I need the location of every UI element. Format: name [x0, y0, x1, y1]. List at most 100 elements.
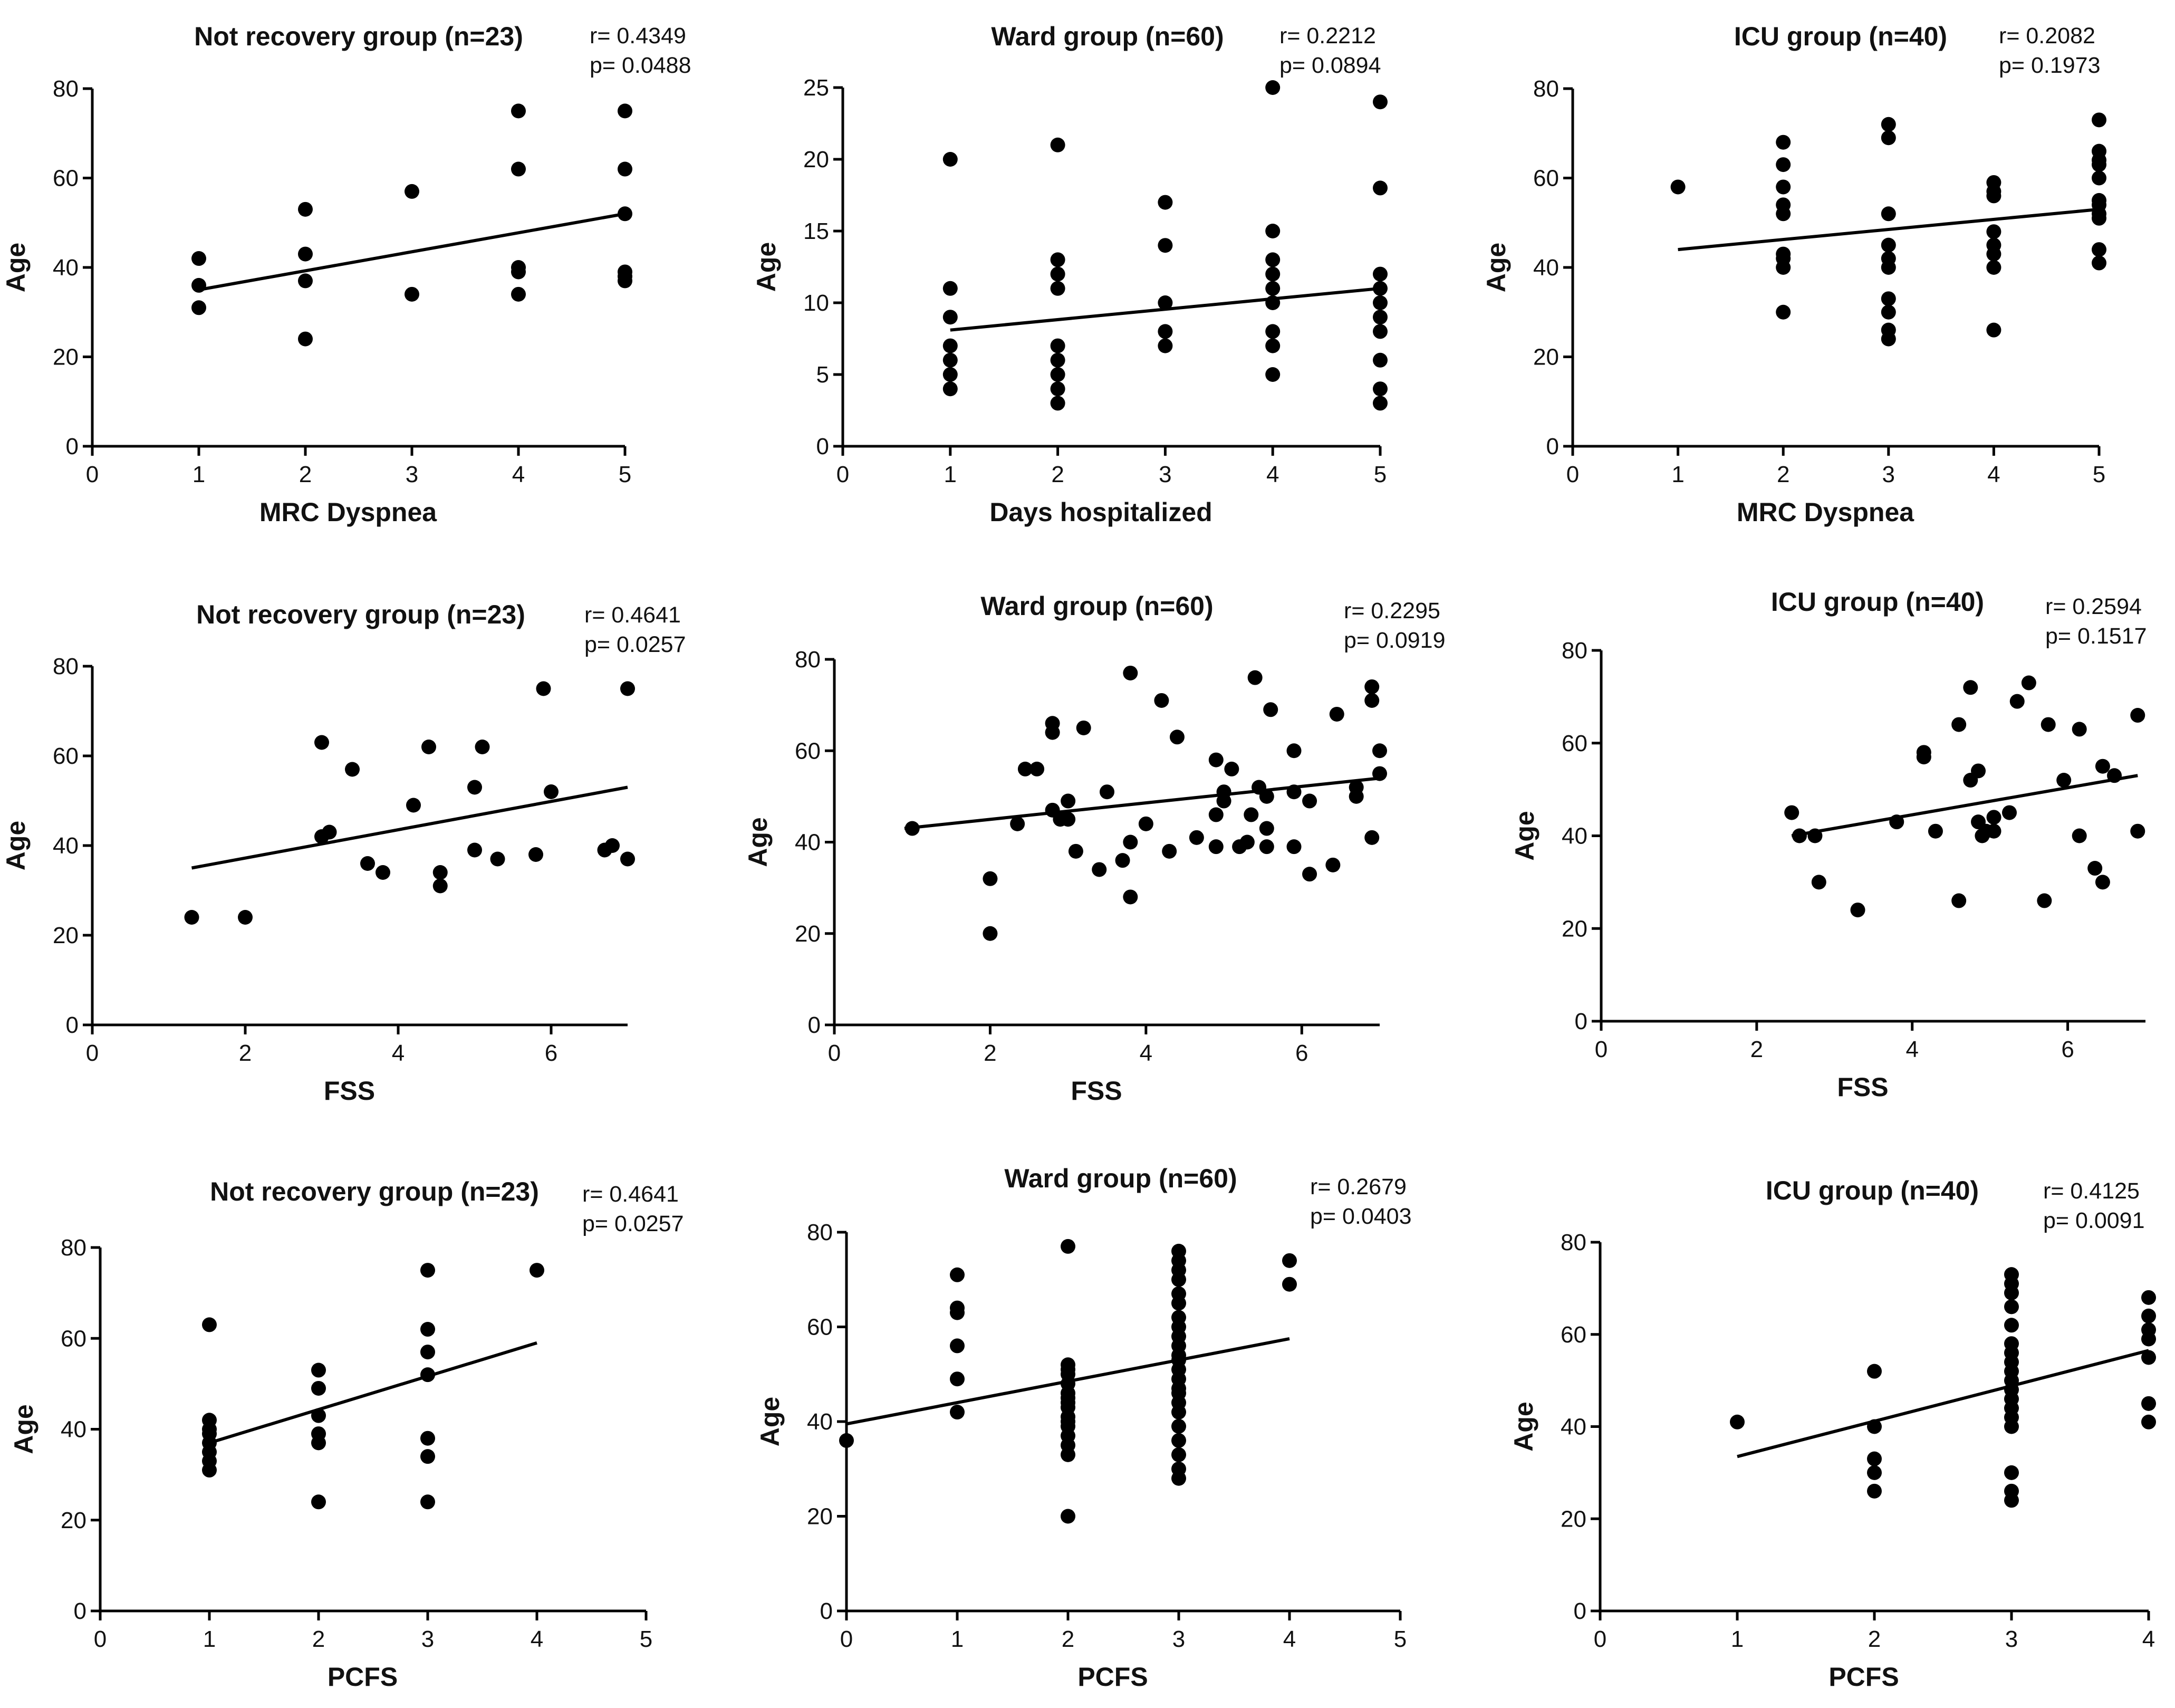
data-point — [1373, 281, 1388, 296]
y-tick-label: 0 — [1546, 434, 1559, 459]
data-point — [1050, 137, 1065, 152]
correlation-r: r= 0.2679 — [1310, 1174, 1407, 1200]
data-point — [1928, 823, 1943, 839]
data-point — [1158, 238, 1173, 253]
x-tick-label: 0 — [828, 1040, 841, 1066]
data-point — [511, 103, 526, 119]
y-tick-label: 80 — [1562, 638, 1587, 664]
correlation-r: r= 0.2212 — [1279, 23, 1376, 49]
data-point — [1115, 853, 1130, 868]
panel-title: Ward group (n=60) — [1004, 1164, 1237, 1193]
x-tick-label: 0 — [86, 462, 99, 487]
data-point — [1776, 157, 1791, 172]
x-tick-label: 1 — [1671, 462, 1684, 487]
data-point — [1963, 680, 1978, 695]
x-tick-label: 2 — [299, 462, 312, 487]
data-point — [1100, 784, 1114, 800]
data-point — [1867, 1419, 1882, 1434]
x-tick-label: 0 — [86, 1040, 99, 1066]
data-point — [1373, 180, 1388, 196]
y-tick-label: 0 — [66, 1012, 79, 1038]
x-tick-label: 2 — [1051, 462, 1064, 487]
y-tick-label: 40 — [53, 255, 79, 281]
data-point — [1373, 295, 1388, 310]
data-point — [360, 856, 375, 871]
data-point — [1259, 821, 1274, 836]
x-axis-label: PCFS — [1077, 1662, 1148, 1692]
y-tick-label: 60 — [795, 738, 821, 764]
data-point — [1068, 843, 1083, 859]
data-point — [904, 821, 920, 836]
y-tick-label: 80 — [53, 76, 79, 102]
data-point — [1986, 175, 2001, 190]
x-axis-label: FSS — [1071, 1076, 1122, 1106]
x-tick-label: 1 — [944, 462, 957, 487]
data-point — [2004, 1483, 2019, 1499]
panel-title: Not recovery group (n=23) — [210, 1177, 539, 1206]
y-tick-label: 25 — [803, 75, 829, 101]
data-point — [1730, 1414, 1745, 1429]
data-point — [1889, 814, 1904, 830]
data-point — [420, 1263, 435, 1278]
correlation-r: r= 0.2082 — [1999, 23, 2095, 49]
data-point — [2009, 694, 2025, 709]
x-tick-label: 0 — [94, 1626, 107, 1652]
data-point — [1189, 830, 1204, 845]
data-point — [950, 1300, 965, 1316]
data-point — [1061, 1357, 1075, 1373]
data-point — [311, 1380, 326, 1396]
y-axis-label: Age — [752, 242, 781, 292]
data-point — [1061, 1239, 1075, 1254]
y-axis-label: Age — [1, 821, 31, 870]
data-point — [2141, 1396, 2156, 1411]
data-point — [376, 865, 390, 880]
correlation-r: r= 0.4641 — [584, 602, 681, 628]
data-point — [298, 246, 313, 262]
data-point — [1364, 679, 1380, 694]
x-axis-label: PCFS — [328, 1662, 398, 1692]
panel-title: Not recovery group (n=23) — [196, 600, 525, 629]
data-point — [1776, 304, 1791, 320]
data-point — [1208, 752, 1224, 767]
y-tick-label: 0 — [74, 1598, 86, 1624]
correlation-r: r= 0.2295 — [1344, 598, 1440, 623]
y-tick-label: 80 — [53, 654, 79, 679]
data-point — [1881, 206, 1896, 222]
data-point — [2141, 1350, 2156, 1365]
data-point — [1265, 80, 1281, 95]
data-point — [2141, 1414, 2156, 1429]
y-tick-label: 40 — [1561, 1414, 1586, 1440]
data-point — [950, 1371, 965, 1387]
data-point — [1282, 1277, 1297, 1292]
data-point — [1162, 843, 1177, 859]
x-tick-label: 1 — [951, 1626, 964, 1652]
data-point — [1881, 304, 1896, 320]
y-tick-label: 20 — [803, 147, 829, 172]
data-point — [950, 1267, 965, 1282]
data-point — [322, 824, 337, 840]
regression-line — [1791, 774, 2138, 838]
data-point — [942, 381, 958, 397]
data-point — [1061, 1509, 1075, 1524]
x-axis-label: PCFS — [1828, 1662, 1899, 1692]
data-point — [1158, 338, 1173, 353]
data-point — [1776, 179, 1791, 195]
data-point — [1286, 839, 1302, 855]
data-point — [1017, 761, 1033, 776]
data-point — [1171, 1447, 1186, 1462]
data-point — [405, 286, 419, 302]
data-point — [1373, 310, 1388, 325]
data-point — [942, 338, 958, 353]
data-point — [1171, 1418, 1186, 1434]
x-tick-label: 4 — [1905, 1037, 1918, 1062]
data-point — [1050, 381, 1065, 397]
data-point — [1123, 889, 1138, 905]
data-point — [311, 1494, 326, 1510]
data-point — [605, 838, 620, 853]
y-tick-label: 0 — [1575, 1009, 1587, 1034]
data-point — [2056, 773, 2072, 788]
data-point — [475, 740, 490, 754]
data-point — [1364, 830, 1380, 845]
data-point — [1265, 281, 1281, 296]
